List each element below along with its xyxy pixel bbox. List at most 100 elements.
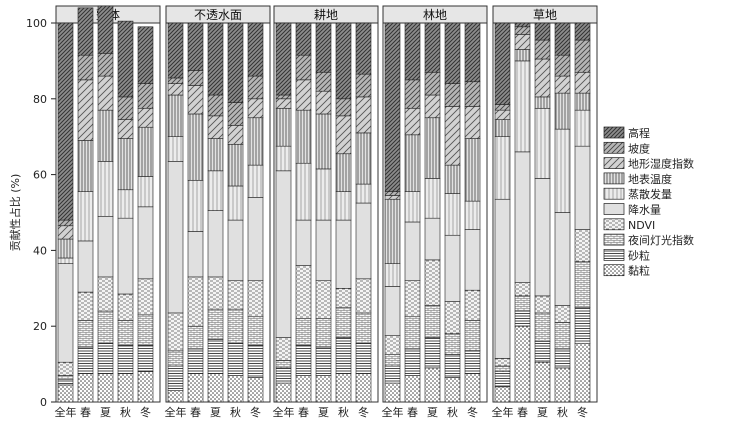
bar-segment-高程 — [534, 22, 551, 41]
x-tick-label: 夏 — [427, 406, 438, 419]
bar-segment-砂粒 — [384, 365, 401, 384]
bar-segment-地表温度 — [97, 109, 114, 162]
bar-segment-蒸散发量 — [574, 109, 591, 147]
bar-segment-蒸散发量 — [335, 191, 352, 221]
bar-segment-降水量 — [315, 219, 332, 282]
bar-segment-黏粒 — [404, 375, 421, 403]
legend-label: NDVI — [628, 219, 655, 232]
x-tick-label: 冬 — [577, 405, 588, 419]
x-tick-label: 夏 — [100, 406, 111, 419]
bar-segment-降水量 — [335, 219, 352, 289]
bar-segment-NDVI — [77, 291, 94, 321]
bar-segment-夜间灯光指数 — [424, 305, 441, 338]
bar-segment-蒸散发量 — [187, 179, 204, 232]
legend-swatch — [603, 141, 625, 154]
bar-segment-坡度 — [167, 77, 184, 84]
bar-segment-地形湿度指数 — [384, 195, 401, 200]
legend-label: 高程 — [628, 126, 650, 140]
bar-segment-NDVI — [137, 278, 154, 316]
x-tick-label: 冬 — [358, 405, 369, 419]
panel-title: 不透水面 — [194, 8, 242, 22]
bar-segment-砂粒 — [117, 344, 134, 374]
bar-segment-地形湿度指数 — [137, 107, 154, 128]
bar-segment-地表温度 — [574, 92, 591, 111]
bar-segment-高程 — [247, 22, 264, 77]
bar-segment-夜间灯光指数 — [404, 316, 421, 350]
y-tick-label: 100 — [26, 17, 47, 30]
bar-segment-地形湿度指数 — [97, 75, 114, 111]
bar-segment-黏粒 — [574, 342, 591, 403]
panel-title: 耕地 — [314, 7, 338, 22]
bar-segment-黏粒 — [464, 373, 481, 403]
bar-segment-蒸散发量 — [494, 136, 511, 200]
bar-segment-坡度 — [554, 54, 571, 77]
bar-segment-夜间灯光指数 — [117, 320, 134, 346]
bar-segment-NDVI — [57, 361, 74, 376]
bar-segment-地形湿度指数 — [464, 106, 481, 139]
bar-segment-地表温度 — [514, 49, 531, 62]
bar-segment-坡度 — [335, 98, 352, 117]
bar-segment-蒸散发量 — [77, 191, 94, 242]
bar-segment-坡度 — [574, 39, 591, 73]
bar-segment-NDVI — [227, 280, 244, 310]
bar-segment-地表温度 — [355, 132, 372, 185]
legend-swatch — [603, 172, 625, 185]
legend-label: 砂粒 — [628, 248, 650, 262]
bar-segment-地形湿度指数 — [494, 109, 511, 120]
bar-segment-地形湿度指数 — [227, 125, 244, 145]
bar-segment-降水量 — [554, 212, 571, 306]
bar-segment-蒸散发量 — [117, 189, 134, 219]
bar-segment-高程 — [444, 22, 461, 84]
bar-segment-坡度 — [117, 96, 134, 120]
x-tick-label: 秋 — [557, 405, 568, 419]
bar-segment-降水量 — [534, 178, 551, 297]
bar-segment-高程 — [227, 22, 244, 103]
bar-segment-高程 — [295, 22, 312, 56]
bar-segment-降水量 — [404, 221, 421, 282]
legend-swatch — [603, 126, 625, 139]
bar-segment-黏粒 — [315, 375, 332, 403]
bar-segment-黏粒 — [207, 373, 224, 403]
bar-segment-夜间灯光指数 — [315, 318, 332, 348]
bar-segment-黏粒 — [424, 367, 441, 403]
legend-label: 蒸散发量 — [628, 187, 672, 201]
bar-segment-地形湿度指数 — [355, 96, 372, 134]
bar-segment-地形湿度指数 — [247, 98, 264, 119]
bar-segment-坡度 — [97, 53, 114, 77]
x-tick-label: 春 — [80, 406, 91, 419]
bar-segment-NDVI — [355, 278, 372, 314]
bar-segment-高程 — [275, 22, 292, 96]
y-tick-label: 80 — [33, 93, 47, 106]
bar-segment-地形湿度指数 — [574, 71, 591, 94]
x-tick-label: 夏 — [537, 406, 548, 419]
bar-segment-蒸散发量 — [384, 263, 401, 287]
x-tick-label: 全年 — [165, 405, 187, 419]
bar-segment-砂粒 — [494, 371, 511, 388]
bar-segment-砂粒 — [404, 348, 421, 376]
bar-segment-砂粒 — [574, 306, 591, 344]
bar-segment-地形湿度指数 — [404, 107, 421, 136]
bar-segment-砂粒 — [187, 348, 204, 374]
bar-segment-黏粒 — [554, 367, 571, 403]
bar-segment-坡度 — [444, 83, 461, 107]
legend-swatch — [603, 249, 625, 261]
x-tick-label: 春 — [517, 406, 528, 419]
bar-segment-NDVI — [247, 280, 264, 318]
bar-segment-夜间灯光指数 — [77, 320, 94, 348]
bar-segment-砂粒 — [514, 310, 531, 327]
bar-segment-地形湿度指数 — [117, 119, 134, 139]
bar-segment-地表温度 — [404, 134, 421, 192]
bar-segment-夜间灯光指数 — [494, 365, 511, 372]
bar-segment-夜间灯光指数 — [464, 320, 481, 352]
bar-segment-降水量 — [514, 151, 531, 283]
x-tick-label: 冬 — [250, 405, 261, 419]
bar-segment-蒸散发量 — [57, 257, 74, 264]
legend-swatch — [603, 233, 625, 246]
bar-segment-降水量 — [275, 170, 292, 338]
bar-segment-坡度 — [295, 54, 312, 81]
bar-segment-砂粒 — [315, 346, 332, 376]
bar-segment-蒸散发量 — [137, 176, 154, 208]
bar-segment-地形湿度指数 — [534, 58, 551, 98]
bar-segment-砂粒 — [355, 342, 372, 374]
bar-segment-黏粒 — [384, 382, 401, 403]
